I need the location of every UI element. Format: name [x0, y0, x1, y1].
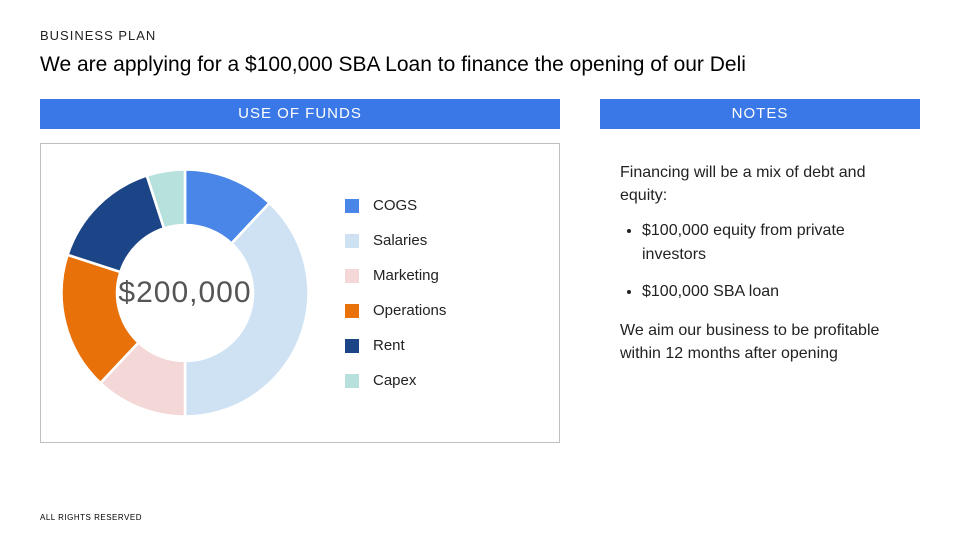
notes-bullets: $100,000 equity from private investors $1…	[620, 219, 900, 303]
legend-swatch	[345, 374, 359, 388]
legend-swatch	[345, 304, 359, 318]
legend-item: COGS	[345, 197, 446, 214]
columns: USE OF FUNDS $200,000 COGS Salaries Market…	[40, 99, 920, 443]
use-of-funds-column: USE OF FUNDS $200,000 COGS Salaries Market…	[40, 99, 560, 443]
legend-swatch	[345, 234, 359, 248]
donut-legend: COGS Salaries Marketing Operations Rent Capex	[345, 197, 446, 389]
legend-item: Rent	[345, 337, 446, 354]
donut-chart-frame: $200,000 COGS Salaries Marketing Operations…	[40, 143, 560, 443]
donut-chart: $200,000	[55, 163, 315, 423]
legend-item: Capex	[345, 372, 446, 389]
footer-rights: ALL RIGHTS RESERVED	[40, 513, 142, 522]
legend-item: Salaries	[345, 232, 446, 249]
legend-item: Marketing	[345, 267, 446, 284]
slide: BUSINESS PLAN We are applying for a $100…	[0, 0, 960, 540]
notes-bullet: $100,000 equity from private investors	[642, 219, 900, 265]
legend-label: Capex	[373, 372, 416, 389]
use-of-funds-band: USE OF FUNDS	[40, 99, 560, 129]
legend-item: Operations	[345, 302, 446, 319]
notes-band: NOTES	[600, 99, 920, 129]
legend-swatch	[345, 339, 359, 353]
legend-label: Rent	[373, 337, 405, 354]
legend-label: COGS	[373, 197, 417, 214]
donut-center-label: $200,000	[55, 163, 315, 423]
legend-swatch	[345, 199, 359, 213]
legend-label: Marketing	[373, 267, 439, 284]
legend-swatch	[345, 269, 359, 283]
headline: We are applying for a $100,000 SBA Loan …	[40, 53, 920, 77]
notes-intro: Financing will be a mix of debt and equi…	[620, 161, 900, 207]
eyebrow: BUSINESS PLAN	[40, 28, 920, 43]
notes-card: Financing will be a mix of debt and equi…	[600, 143, 920, 443]
notes-column: NOTES Financing will be a mix of debt an…	[600, 99, 920, 443]
notes-outro: We aim our business to be profitable wit…	[620, 319, 900, 365]
notes-bullet: $100,000 SBA loan	[642, 280, 900, 303]
legend-label: Operations	[373, 302, 446, 319]
legend-label: Salaries	[373, 232, 427, 249]
